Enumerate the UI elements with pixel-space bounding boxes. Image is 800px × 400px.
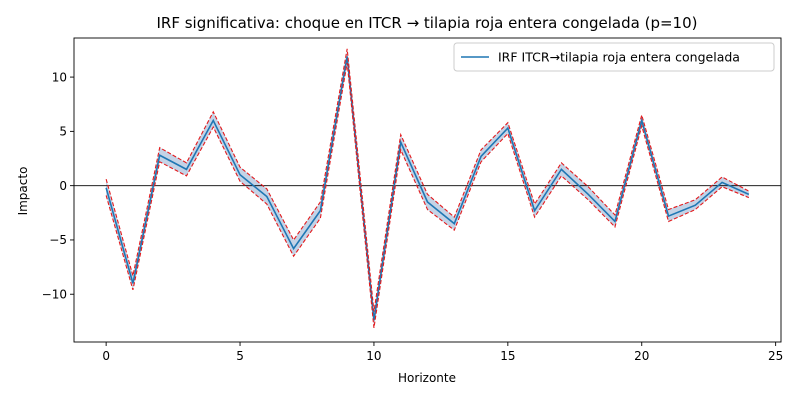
band-lower-line [105, 62, 750, 328]
x-tick-label-5: 5 [236, 349, 244, 363]
series-line-irf [105, 56, 750, 321]
legend-box [453, 42, 775, 72]
legend: IRF ITCR→tilapia roja entera congelada [453, 42, 775, 72]
y-axis-label: Impacto [16, 167, 30, 216]
y-tick-label--10: −10 [42, 287, 67, 301]
y-tick-label--5: −5 [49, 233, 67, 247]
y-tick-label-10: 10 [52, 70, 67, 84]
x-tick-label-20: 20 [634, 349, 649, 363]
legend-label-irf: IRF ITCR→tilapia roja entera congelada [498, 50, 740, 65]
plot-frame [73, 37, 782, 343]
band-upper-line [105, 48, 750, 312]
y-tick-label-5: 5 [59, 125, 67, 139]
plot-area: 0 5 10 15 20 25 −10 −5 0 5 10 [42, 37, 783, 363]
x-tick-label-25: 25 [768, 349, 783, 363]
confidence-band-fill [106, 48, 749, 328]
chart-title: IRF significativa: choque en ITCR → tila… [157, 14, 698, 32]
x-tick-label-15: 15 [500, 349, 515, 363]
x-tick-label-10: 10 [366, 349, 381, 363]
x-axis-label: Horizonte [398, 371, 456, 385]
y-tick-label-0: 0 [59, 179, 67, 193]
x-tick-label-0: 0 [102, 349, 110, 363]
